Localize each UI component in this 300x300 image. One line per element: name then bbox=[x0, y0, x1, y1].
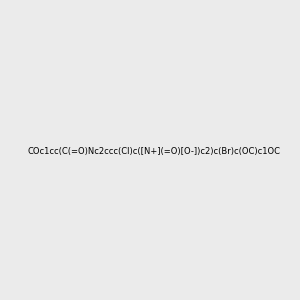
Text: COc1cc(C(=O)Nc2ccc(Cl)c([N+](=O)[O-])c2)c(Br)c(OC)c1OC: COc1cc(C(=O)Nc2ccc(Cl)c([N+](=O)[O-])c2)… bbox=[27, 147, 280, 156]
